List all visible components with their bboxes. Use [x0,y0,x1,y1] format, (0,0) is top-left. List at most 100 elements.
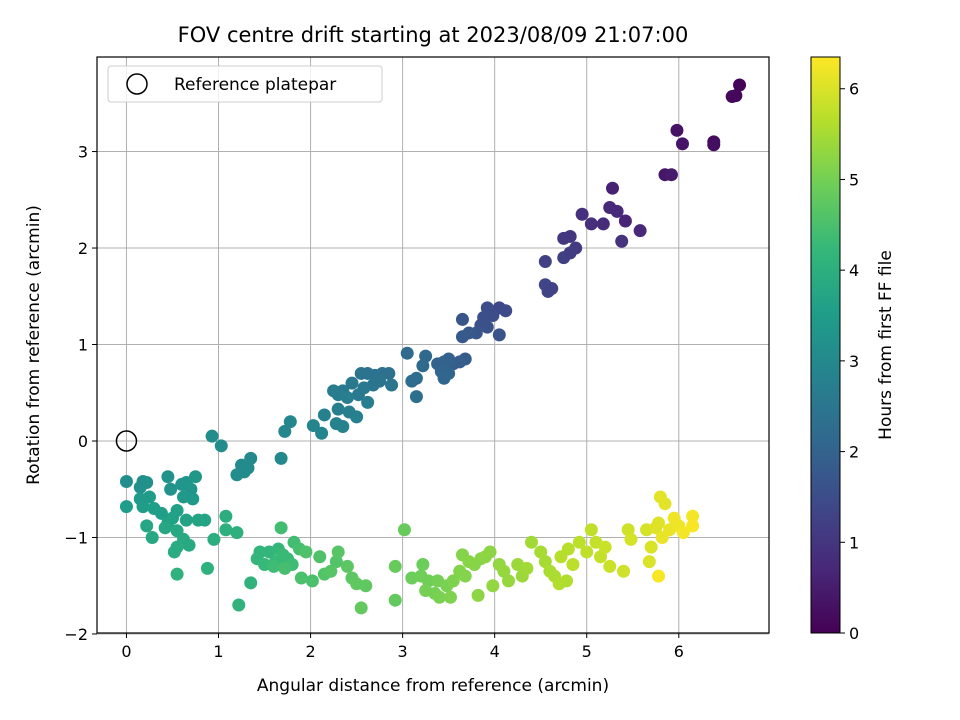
grid-lines [97,57,769,635]
data-point [331,545,345,559]
x-axis-ticks: 0 1 2 3 4 5 6 [121,633,684,661]
data-point [584,217,598,231]
data-point [299,545,313,559]
data-point [633,224,647,238]
data-point [596,217,610,231]
data-point [610,204,624,218]
data-point [179,513,193,527]
data-point [154,506,168,520]
data-point [486,579,500,593]
data-point [317,408,331,422]
data-point [675,137,689,151]
x-tick-label: 6 [674,642,684,661]
y-axis-ticks: −2 −1 0 1 2 3 [64,143,97,644]
data-point [686,509,700,523]
data-point [615,234,629,248]
data-point [455,330,469,344]
data-point [725,90,739,104]
data-point [200,561,214,575]
reference-point-marker [115,430,138,452]
colorbar-tick-label: 4 [849,261,859,280]
data-point [388,559,402,573]
data-point [480,320,494,334]
data-point [437,371,451,385]
legend-box [107,65,383,103]
data-point [644,540,658,554]
data-point [676,526,690,540]
data-point [278,424,292,438]
colorbar-tick-label: 5 [849,170,859,189]
data-point [561,542,575,556]
data-point [340,559,354,573]
data-point [354,366,368,380]
data-point [278,561,292,575]
data-point [331,402,345,416]
y-tick-label: 1 [78,336,88,355]
legend-marker-icon [126,73,148,95]
data-point [388,593,402,607]
data-point [686,519,700,533]
data-point [471,588,485,602]
data-point [219,523,233,537]
data-point [618,214,632,228]
data-point [329,555,343,569]
data-point [232,598,246,612]
data-point [557,251,571,265]
data-point [351,388,365,402]
data-point [642,555,656,569]
data-point [707,138,721,152]
data-point [145,530,159,544]
data-point [624,532,638,546]
data-point [534,545,548,559]
x-axis-label: Angular distance from reference (arcmin) [257,676,609,696]
data-point [409,390,423,404]
data-point [658,497,672,511]
y-axis-label: Rotation from reference (arcmin) [24,205,44,485]
data-point [617,564,631,578]
data-point [267,559,281,573]
data-point [140,519,154,533]
colorbar-tick-label: 2 [849,443,859,462]
data-point [446,574,460,588]
data-point [580,545,594,559]
chart-title: FOV centre drift starting at 2023/08/09 … [178,23,689,47]
data-point [416,359,430,373]
data-point [315,426,329,440]
x-tick-label: 4 [490,642,500,661]
data-point [524,535,538,549]
data-point [230,468,244,482]
y-tick-label: 2 [78,239,88,258]
data-point [559,574,573,588]
data-point [158,521,172,535]
data-point [350,410,364,424]
data-point [182,538,196,552]
data-point [283,415,297,429]
data-point [501,574,515,588]
data-point [274,521,288,535]
data-point [294,571,308,585]
data-point [598,540,612,554]
data-point [170,567,184,581]
data-point [606,181,620,195]
x-tick-label: 3 [398,642,408,661]
data-point [670,123,684,137]
data-point [520,561,534,575]
x-tick-label: 1 [213,642,223,661]
data-point [584,523,598,537]
data-point [566,557,580,571]
y-tick-label: 3 [78,143,88,162]
y-tick-label: −1 [64,528,88,547]
data-point [207,532,221,546]
data-point [538,255,552,269]
data-point [167,545,181,559]
data-point [230,526,244,540]
x-tick-label: 5 [582,642,592,661]
x-tick-label: 0 [121,642,131,661]
data-point [538,555,552,569]
data-point [664,168,678,182]
data-point [186,492,200,506]
data-point [219,509,233,523]
data-point [455,312,469,326]
data-point [432,590,446,604]
